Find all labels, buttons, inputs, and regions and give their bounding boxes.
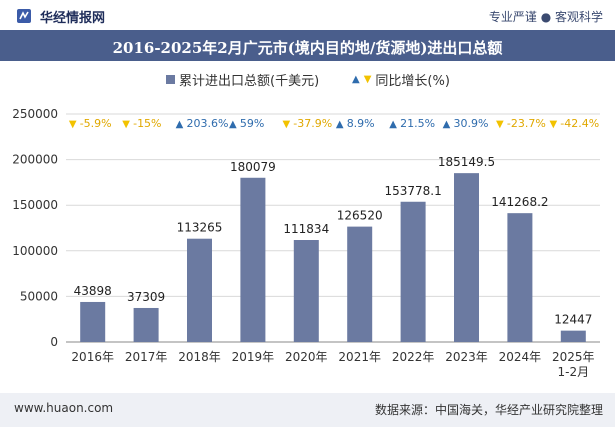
bar bbox=[133, 307, 159, 342]
huajing-logo-icon bbox=[17, 9, 31, 23]
chart-title: 2016-2025年2月广元市(境内目的地/货源地)进出口总额 bbox=[112, 39, 503, 57]
growth-label: -23.7% bbox=[507, 117, 546, 130]
growth-label: -5.9% bbox=[80, 117, 112, 130]
title-bar bbox=[0, 30, 615, 61]
growth-label: -15% bbox=[133, 117, 161, 130]
x-tick-label: 2017年 bbox=[125, 350, 168, 364]
slogan: 专业严谨 ● 客观科学 bbox=[488, 10, 603, 24]
legend-bar-label: 累计进出口总额(千美元) bbox=[179, 74, 320, 89]
x-tick-label: 2018年 bbox=[178, 350, 221, 364]
growth-up-triangle-icon: ▲ bbox=[389, 119, 397, 130]
bar-value-label: 141268.2 bbox=[491, 195, 548, 209]
bar bbox=[187, 238, 212, 342]
bar-value-label: 180079 bbox=[230, 160, 276, 174]
growth-label: 21.5% bbox=[400, 117, 435, 130]
bar bbox=[80, 301, 106, 342]
x-tick-label: 2022年 bbox=[392, 350, 435, 364]
x-tick-label: 2019年 bbox=[232, 350, 275, 364]
footer-website: www.huaon.com bbox=[14, 401, 114, 415]
x-tick-label: 2020年 bbox=[285, 350, 328, 364]
growth-up-triangle-icon: ▲ bbox=[229, 119, 237, 130]
legend-down-triangle-icon: ▼ bbox=[363, 74, 372, 85]
bar bbox=[400, 201, 426, 342]
legend-bar-swatch bbox=[166, 75, 175, 84]
bar-value-label: 185149.5 bbox=[438, 155, 495, 169]
x-tick-label: 2023年 bbox=[445, 350, 488, 364]
bar bbox=[507, 213, 533, 342]
brand-name: 华经情报网 bbox=[40, 11, 106, 26]
x-tick-label: 2021年 bbox=[338, 350, 381, 364]
bar-value-label: 43898 bbox=[74, 284, 112, 298]
bar-value-label: 113265 bbox=[177, 221, 223, 235]
x-tick-label: 1-2月 bbox=[557, 365, 589, 379]
x-tick-label: 2024年 bbox=[499, 350, 542, 364]
growth-up-triangle-icon: ▲ bbox=[176, 119, 184, 130]
growth-label: -42.4% bbox=[560, 117, 599, 130]
legend-item-growth: ▲ ▼ 同比增长(%) bbox=[352, 70, 450, 89]
bar bbox=[560, 330, 586, 342]
growth-up-triangle-icon: ▲ bbox=[443, 119, 451, 130]
growth-up-triangle-icon: ▲ bbox=[336, 119, 344, 130]
legend-growth-label: 同比增长(%) bbox=[375, 74, 450, 89]
growth-label: 8.9% bbox=[347, 117, 375, 130]
bar-value-label: 37309 bbox=[127, 290, 165, 304]
y-tick-label: 250000 bbox=[12, 107, 58, 121]
growth-down-triangle-icon: ▼ bbox=[69, 119, 77, 130]
legend-item-bar: 累计进出口总额(千美元) bbox=[166, 70, 319, 89]
bar-value-label: 153778.1 bbox=[384, 184, 441, 198]
growth-down-triangle-icon: ▼ bbox=[282, 119, 290, 130]
footer-source: 数据来源：中国海关，华经产业研究院整理 bbox=[374, 403, 603, 417]
growth-down-triangle-icon: ▼ bbox=[549, 119, 557, 130]
bar bbox=[454, 173, 479, 342]
y-tick-label: 0 bbox=[50, 335, 58, 349]
header-bar: 华经情报网 专业严谨 ● 客观科学 bbox=[0, 0, 615, 30]
y-tick-label: 100000 bbox=[12, 244, 58, 258]
y-tick-label: 200000 bbox=[12, 153, 58, 167]
bar bbox=[293, 240, 319, 342]
bar bbox=[347, 226, 373, 342]
y-tick-label: 150000 bbox=[12, 198, 58, 212]
growth-label: -37.9% bbox=[293, 117, 332, 130]
growth-down-triangle-icon: ▼ bbox=[496, 119, 504, 130]
footer-bar bbox=[0, 393, 615, 427]
bar-chart: 0 50000 100000 150000 200000 250000 43898 2016年… bbox=[12, 107, 600, 379]
growth-label: 30.9% bbox=[454, 117, 489, 130]
x-tick-label: 2025年 bbox=[552, 350, 595, 364]
growth-label: 59% bbox=[240, 117, 264, 130]
legend: 累计进出口总额(千美元) ▲ ▼ 同比增长(%) bbox=[0, 70, 615, 90]
growth-down-triangle-icon: ▼ bbox=[122, 119, 130, 130]
growth-label: 203.6% bbox=[187, 117, 229, 130]
bar-value-label: 12447 bbox=[554, 313, 592, 327]
legend-up-triangle-icon: ▲ bbox=[352, 74, 360, 85]
bar-value-label: 126520 bbox=[337, 209, 383, 223]
y-tick-label: 50000 bbox=[20, 289, 58, 303]
x-tick-label: 2016年 bbox=[71, 350, 114, 364]
bar-value-label: 111834 bbox=[283, 222, 329, 236]
bar bbox=[240, 177, 266, 342]
